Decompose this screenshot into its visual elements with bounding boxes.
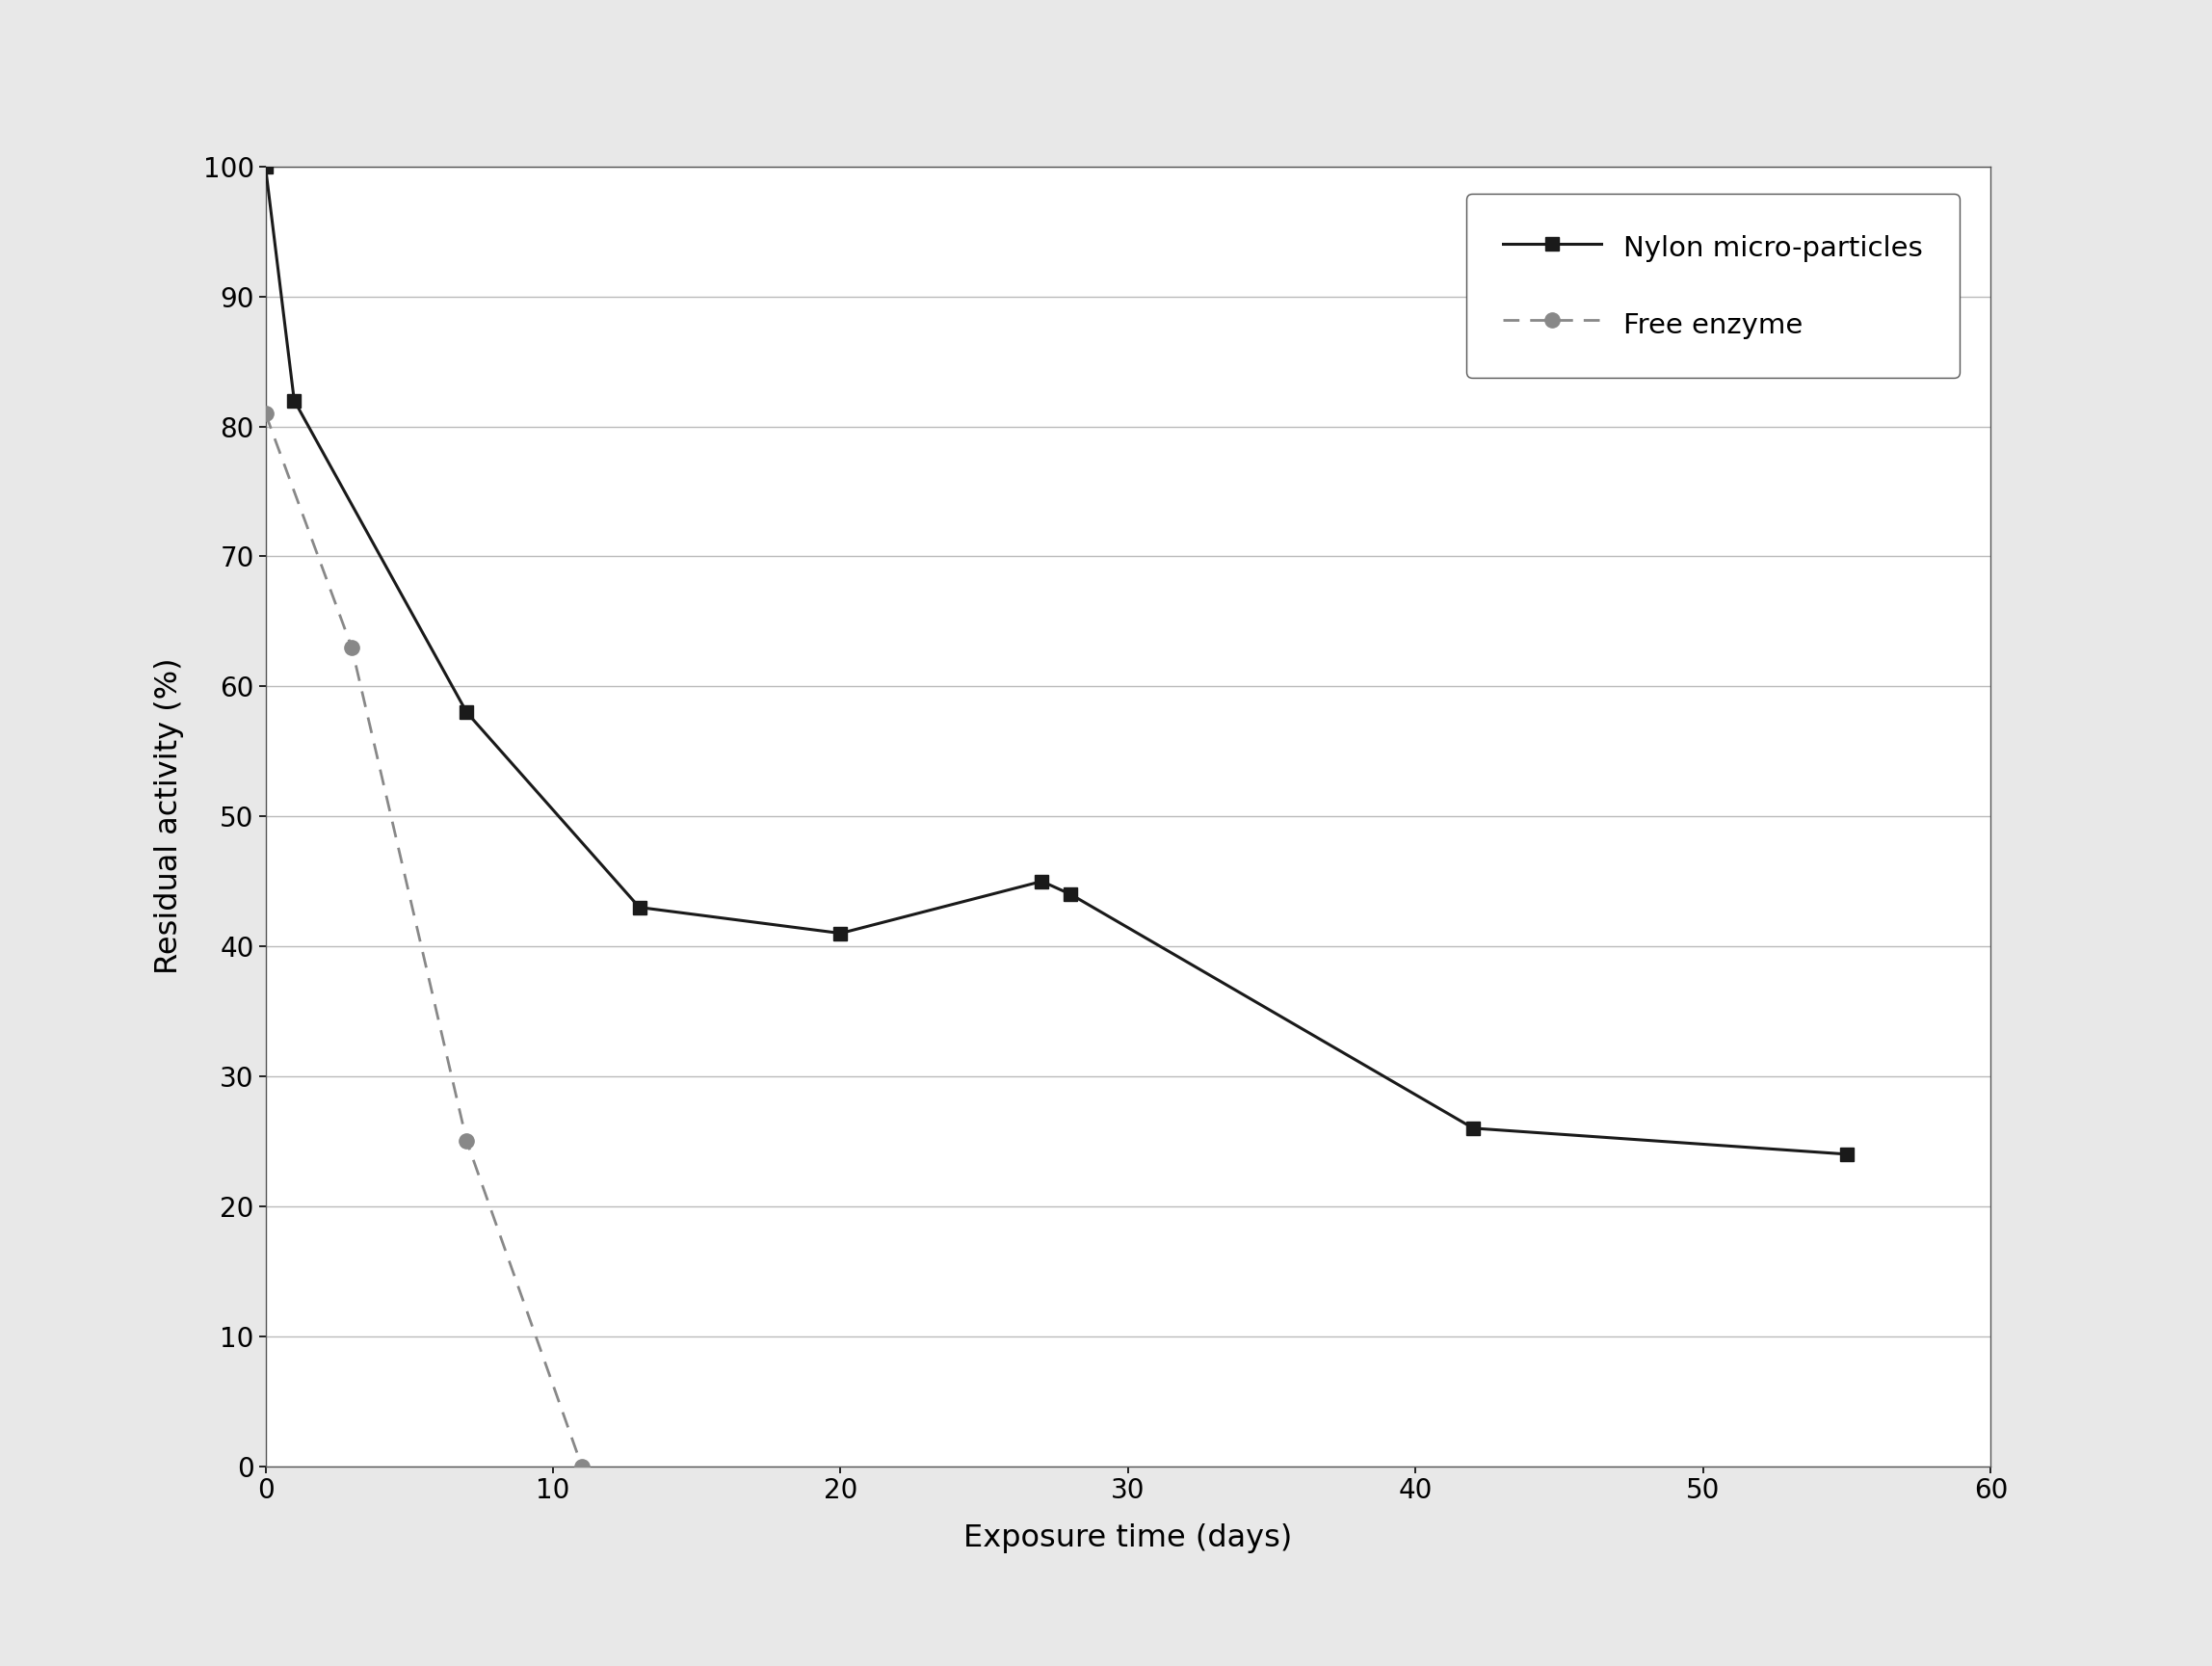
Nylon micro-particles — [281, 390, 307, 410]
Nylon micro-particles — [1029, 871, 1055, 891]
Nylon micro-particles — [453, 703, 480, 723]
Legend: Nylon micro-particles, Free enzyme: Nylon micro-particles, Free enzyme — [1467, 193, 1960, 378]
Free enzyme — [453, 1131, 480, 1151]
Line: Free enzyme: Free enzyme — [259, 407, 588, 1473]
Nylon micro-particles — [626, 898, 653, 918]
Y-axis label: Residual activity (%): Residual activity (%) — [155, 658, 184, 975]
Free enzyme — [252, 403, 279, 423]
Line: Nylon micro-particles: Nylon micro-particles — [259, 160, 1854, 1161]
Nylon micro-particles — [827, 923, 854, 943]
Nylon micro-particles — [1460, 1118, 1486, 1138]
Free enzyme — [568, 1456, 595, 1476]
Free enzyme — [338, 638, 365, 658]
Nylon micro-particles — [252, 157, 279, 177]
Nylon micro-particles — [1834, 1145, 1860, 1165]
X-axis label: Exposure time (days): Exposure time (days) — [964, 1523, 1292, 1553]
Nylon micro-particles — [1057, 885, 1084, 905]
